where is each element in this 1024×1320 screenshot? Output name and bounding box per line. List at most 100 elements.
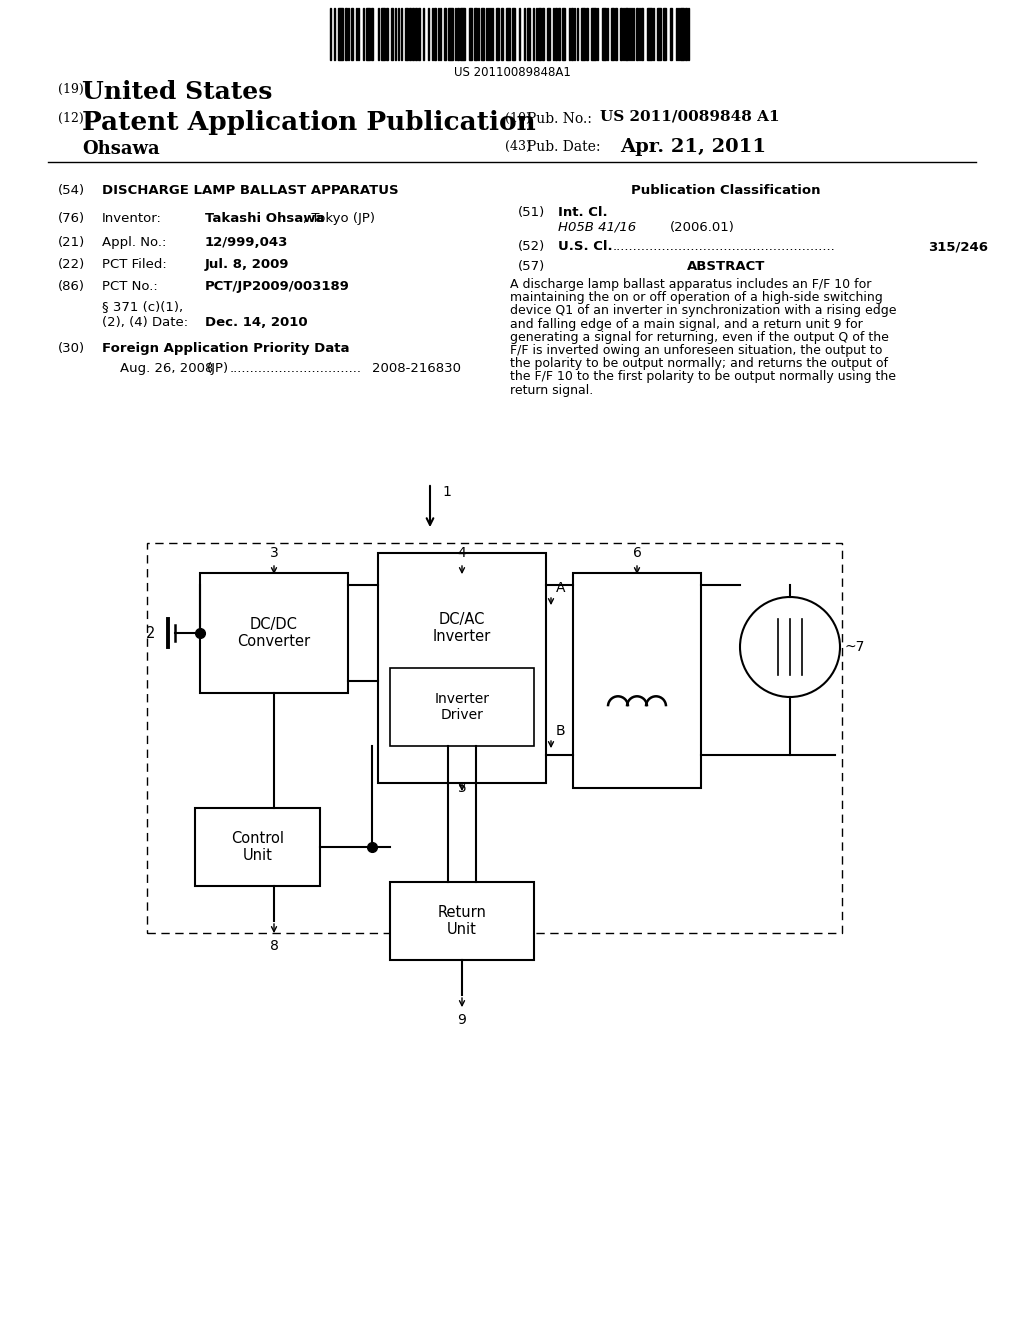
Bar — [386, 8, 388, 59]
Bar — [200, 573, 348, 693]
Text: Patent Application Publication: Patent Application Publication — [82, 110, 536, 135]
Text: 9: 9 — [458, 1012, 467, 1027]
Bar — [538, 8, 541, 59]
Text: (51): (51) — [518, 206, 545, 219]
Text: A: A — [556, 581, 565, 595]
Text: (43): (43) — [505, 140, 530, 153]
Bar — [449, 8, 453, 59]
Text: (2), (4) Date:: (2), (4) Date: — [102, 315, 188, 329]
Text: DC/AC
Inverter: DC/AC Inverter — [433, 611, 492, 644]
Text: return signal.: return signal. — [510, 384, 593, 396]
Text: 2: 2 — [145, 626, 155, 640]
Bar — [501, 8, 503, 59]
Text: 4: 4 — [458, 546, 466, 560]
Text: Inverter
Driver: Inverter Driver — [434, 692, 489, 722]
Bar — [412, 8, 414, 59]
Text: 8: 8 — [269, 939, 279, 953]
Text: DC/DC
Converter: DC/DC Converter — [238, 616, 310, 649]
Bar — [409, 8, 411, 59]
Text: Takashi Ohsawa: Takashi Ohsawa — [205, 213, 325, 224]
Text: United States: United States — [82, 81, 272, 104]
Text: Control
Unit: Control Unit — [231, 830, 284, 863]
Bar — [555, 8, 557, 59]
Bar — [469, 8, 472, 59]
Bar — [390, 882, 534, 960]
Bar — [512, 8, 515, 59]
Text: US 2011/0089848 A1: US 2011/0089848 A1 — [600, 110, 779, 124]
Text: , Tokyo (JP): , Tokyo (JP) — [303, 213, 375, 224]
Bar — [670, 8, 672, 59]
Text: 12/999,043: 12/999,043 — [205, 236, 289, 249]
Text: PCT Filed:: PCT Filed: — [102, 257, 167, 271]
Bar — [418, 8, 420, 59]
Text: ................................: ................................ — [230, 362, 362, 375]
Text: (30): (30) — [58, 342, 85, 355]
Bar — [685, 8, 687, 59]
Bar — [611, 8, 614, 59]
Text: Ohsawa: Ohsawa — [82, 140, 160, 158]
Bar — [527, 8, 530, 59]
Text: ......................................................: ........................................… — [613, 240, 836, 253]
Bar — [558, 8, 560, 59]
Bar — [434, 8, 436, 59]
Bar — [351, 8, 353, 59]
Text: ~7: ~7 — [845, 640, 865, 653]
Text: (21): (21) — [58, 236, 85, 249]
Bar — [547, 8, 550, 59]
Text: 5: 5 — [458, 781, 466, 795]
Bar — [581, 8, 585, 59]
Text: (12): (12) — [58, 112, 84, 125]
Text: and falling edge of a main signal, and a return unit 9 for: and falling edge of a main signal, and a… — [510, 318, 863, 330]
Text: (19): (19) — [58, 83, 84, 96]
Text: (57): (57) — [518, 260, 545, 273]
Bar — [657, 8, 662, 59]
Bar — [641, 8, 643, 59]
Bar — [636, 8, 638, 59]
Bar — [345, 8, 347, 59]
Bar — [542, 8, 544, 59]
Text: maintaining the on or off operation of a high-side switching: maintaining the on or off operation of a… — [510, 292, 883, 304]
Bar — [562, 8, 565, 59]
Text: US 20110089848A1: US 20110089848A1 — [454, 66, 570, 79]
Bar — [338, 8, 343, 59]
Text: Pub. Date:: Pub. Date: — [527, 140, 600, 154]
Text: Pub. No.:: Pub. No.: — [527, 112, 592, 125]
Text: 1: 1 — [442, 484, 451, 499]
Bar — [457, 8, 459, 59]
Bar — [460, 8, 465, 59]
Text: Appl. No.:: Appl. No.: — [102, 236, 166, 249]
Bar — [625, 8, 628, 59]
Bar — [390, 668, 534, 746]
Text: Return
Unit: Return Unit — [437, 904, 486, 937]
Bar — [506, 8, 510, 59]
Text: H05B 41/16: H05B 41/16 — [558, 220, 636, 234]
Text: Publication Classification: Publication Classification — [631, 183, 821, 197]
Bar — [366, 8, 370, 59]
Text: (54): (54) — [58, 183, 85, 197]
Text: PCT No.:: PCT No.: — [102, 280, 158, 293]
Bar — [496, 8, 499, 59]
Text: 3: 3 — [269, 546, 279, 560]
Text: DISCHARGE LAMP BALLAST APPARATUS: DISCHARGE LAMP BALLAST APPARATUS — [102, 183, 398, 197]
Bar — [647, 8, 652, 59]
Text: (2006.01): (2006.01) — [670, 220, 735, 234]
Bar — [415, 8, 417, 59]
Text: device Q1 of an inverter in synchronization with a rising edge: device Q1 of an inverter in synchronizat… — [510, 305, 896, 317]
Text: Aug. 26, 2008: Aug. 26, 2008 — [120, 362, 213, 375]
Bar — [620, 8, 622, 59]
Text: § 371 (c)(1),: § 371 (c)(1), — [102, 300, 183, 313]
Text: ABSTRACT: ABSTRACT — [687, 260, 765, 273]
Text: the polarity to be output normally; and returns the output of: the polarity to be output normally; and … — [510, 358, 888, 370]
Text: U.S. Cl.: U.S. Cl. — [558, 240, 612, 253]
Text: (86): (86) — [58, 280, 85, 293]
Bar — [586, 8, 588, 59]
Text: the F/F 10 to the first polarity to be output normally using the: the F/F 10 to the first polarity to be o… — [510, 371, 896, 383]
Bar — [195, 808, 319, 886]
Bar — [147, 543, 842, 933]
Bar — [444, 8, 446, 59]
Text: Dec. 14, 2010: Dec. 14, 2010 — [205, 315, 307, 329]
Text: Int. Cl.: Int. Cl. — [558, 206, 607, 219]
Text: Foreign Application Priority Data: Foreign Application Priority Data — [102, 342, 349, 355]
Bar — [378, 553, 546, 783]
Bar — [371, 8, 373, 59]
